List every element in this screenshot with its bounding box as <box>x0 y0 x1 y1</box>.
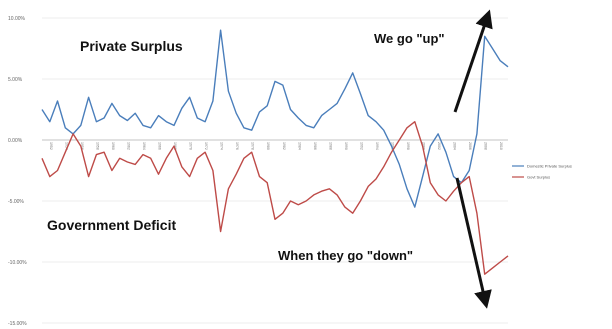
y-tick-label: 0.00% <box>8 138 23 144</box>
x-axis-ticks: 1952 1954 1956 1958 1960 1962 1964 1966 1968 1970… <box>49 142 503 150</box>
x-tick-label: 1952 <box>49 142 53 150</box>
legend: Domestic Private Surplus Govt Surplus <box>512 164 572 180</box>
x-tick-label: 1978 <box>251 142 255 150</box>
x-tick-label: 1970 <box>189 142 193 150</box>
y-tick-label: -15.00% <box>8 321 27 327</box>
private-surplus-line <box>41 29 509 208</box>
y-tick-label: -10.00% <box>8 260 27 266</box>
y-tick-label: 10.00% <box>8 16 26 22</box>
we-go-up-annotation: We go "up" <box>374 31 445 46</box>
x-tick-label: 1986 <box>313 142 317 150</box>
private-surplus-annotation: Private Surplus <box>80 38 183 54</box>
up-arrow <box>453 9 493 113</box>
x-tick-label: 1972 <box>204 142 208 150</box>
x-tick-label: 1994 <box>375 142 379 150</box>
y-axis-ticks: 10.00% 5.00% 0.00% -5.00% -10.00% -15.00% <box>8 16 27 327</box>
x-tick-label: 1954 <box>64 142 68 150</box>
x-tick-label: 1976 <box>235 142 239 150</box>
gridlines <box>42 17 508 324</box>
x-tick-label: 1988 <box>328 142 332 150</box>
x-tick-label: 1984 <box>297 142 301 150</box>
x-tick-label: 2010 <box>499 142 503 150</box>
x-tick-label: 1982 <box>282 142 286 150</box>
x-tick-label: 1992 <box>359 142 363 150</box>
govt-surplus-line <box>41 121 509 275</box>
x-tick-label: 1968 <box>173 142 177 150</box>
y-tick-label: 5.00% <box>8 77 23 83</box>
x-tick-label: 1990 <box>344 142 348 150</box>
x-tick-label: 1956 <box>80 142 84 150</box>
government-deficit-annotation: Government Deficit <box>47 217 176 233</box>
x-tick-label: 1964 <box>142 142 146 150</box>
x-tick-label: 2008 <box>484 142 488 150</box>
x-tick-label: 1996 <box>391 142 395 150</box>
x-tick-label: 1958 <box>95 142 99 150</box>
legend-label-govt: Govt Surplus <box>527 175 550 180</box>
x-tick-label: 1998 <box>406 142 410 150</box>
x-tick-label: 2002 <box>437 142 441 150</box>
x-tick-label: 1962 <box>126 142 130 150</box>
when-they-go-down-annotation: When they go "down" <box>278 248 413 263</box>
x-tick-label: 1980 <box>266 142 270 150</box>
down-arrow <box>455 177 492 309</box>
x-tick-label: 1966 <box>158 142 162 150</box>
y-tick-label: -5.00% <box>8 199 24 205</box>
x-tick-label: 2006 <box>468 142 472 150</box>
x-tick-label: 2004 <box>453 142 457 150</box>
x-tick-label: 1960 <box>111 142 115 150</box>
x-tick-label: 2000 <box>422 142 426 150</box>
x-tick-label: 1974 <box>220 142 224 150</box>
series-lines <box>41 29 509 275</box>
legend-label-private: Domestic Private Surplus <box>527 164 572 169</box>
